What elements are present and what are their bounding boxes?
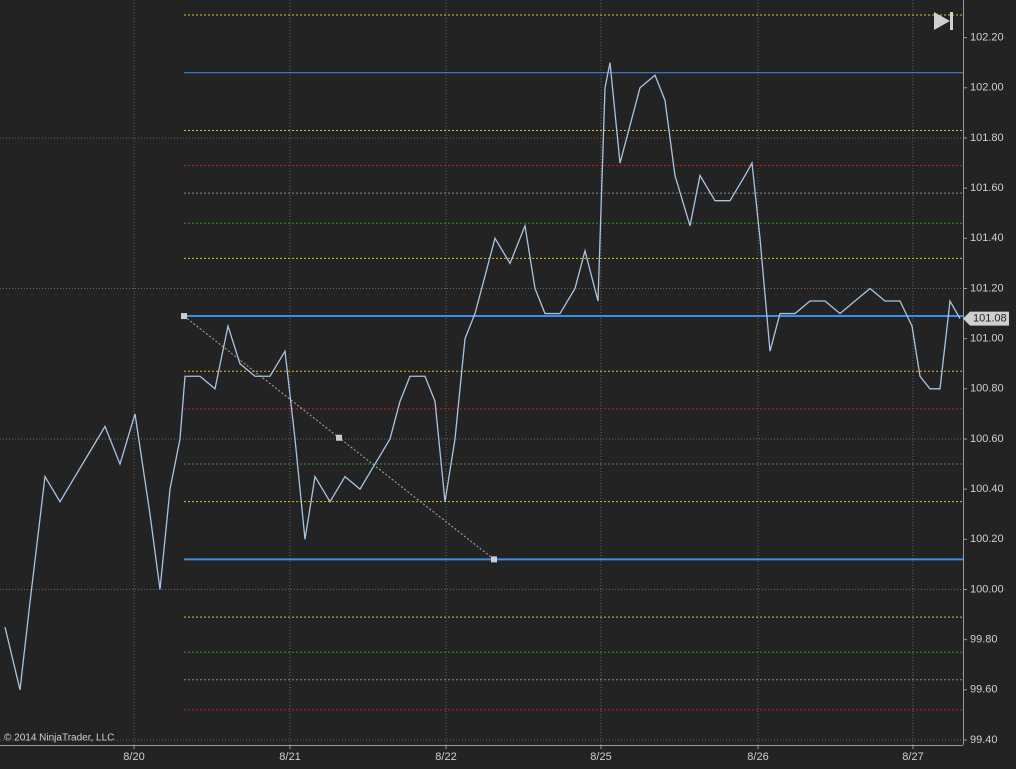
- x-tick-label: 8/20: [123, 751, 144, 763]
- end-bar-icon: [950, 12, 953, 30]
- y-tick-label: 100.20: [970, 533, 1004, 545]
- last-price-label: 101.08: [973, 312, 1007, 324]
- y-tick-label: 101.20: [970, 282, 1004, 294]
- y-tick-label: 101.40: [970, 232, 1004, 244]
- trend-anchor: [181, 313, 187, 320]
- copyright: © 2014 NinjaTrader, LLC: [4, 733, 114, 744]
- x-tick-label: 8/21: [279, 751, 300, 763]
- plot-layer: [0, 0, 963, 745]
- y-tick-label: 100.40: [970, 483, 1004, 495]
- y-tick-label: 100.00: [970, 583, 1004, 595]
- play-icon: [934, 12, 950, 30]
- y-tick-label: 101.60: [970, 182, 1004, 194]
- y-tick-label: 102.00: [970, 82, 1004, 94]
- x-tick-label: 8/22: [435, 751, 456, 763]
- y-tick-label: 99.60: [970, 684, 998, 696]
- trend-anchor: [491, 556, 497, 563]
- x-tick-label: 8/27: [902, 751, 923, 763]
- last-price-marker: [963, 311, 1009, 326]
- x-tick-label: 8/26: [747, 751, 768, 763]
- y-tick-label: 100.80: [970, 383, 1004, 395]
- y-tick-label: 102.20: [970, 32, 1004, 44]
- scroll-end-button[interactable]: [934, 12, 953, 30]
- y-tick-label: 101.00: [970, 333, 1004, 345]
- y-tick-label: 100.60: [970, 433, 1004, 445]
- x-tick-label: 8/25: [590, 751, 611, 763]
- trend-midpoint: [336, 434, 342, 441]
- y-tick-label: 99.80: [970, 634, 998, 646]
- price-line: [4, 62, 961, 690]
- y-tick-label: 101.80: [970, 132, 1004, 144]
- y-tick-label: 99.40: [970, 734, 998, 746]
